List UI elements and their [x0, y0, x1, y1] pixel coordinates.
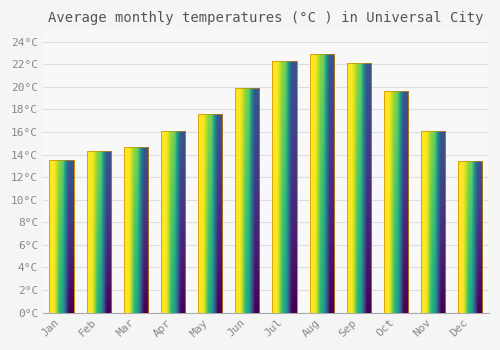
Bar: [236, 88, 260, 313]
Bar: [198, 114, 222, 313]
Bar: [347, 63, 371, 313]
Bar: [124, 147, 148, 313]
Bar: [421, 131, 445, 313]
Bar: [384, 91, 408, 313]
Bar: [50, 160, 74, 313]
Bar: [124, 147, 148, 313]
Bar: [310, 54, 334, 313]
Bar: [384, 91, 408, 313]
Bar: [272, 61, 296, 313]
Bar: [86, 151, 111, 313]
Title: Average monthly temperatures (°C ) in Universal City: Average monthly temperatures (°C ) in Un…: [48, 11, 484, 25]
Bar: [236, 88, 260, 313]
Bar: [310, 54, 334, 313]
Bar: [161, 131, 185, 313]
Bar: [458, 161, 482, 313]
Bar: [458, 161, 482, 313]
Bar: [86, 151, 111, 313]
Bar: [161, 131, 185, 313]
Bar: [272, 61, 296, 313]
Bar: [347, 63, 371, 313]
Bar: [198, 114, 222, 313]
Bar: [50, 160, 74, 313]
Bar: [421, 131, 445, 313]
